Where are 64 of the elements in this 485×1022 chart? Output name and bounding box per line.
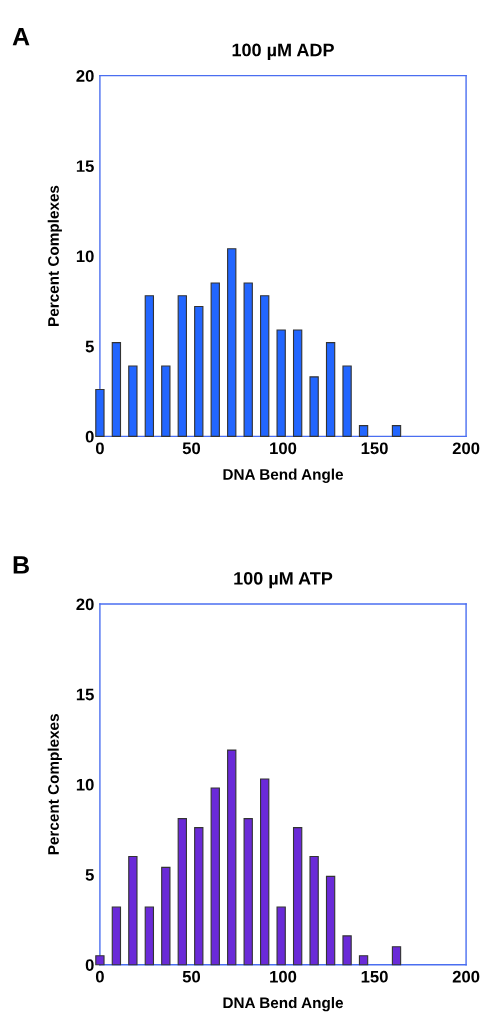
bar — [391, 425, 402, 437]
bar — [144, 906, 155, 966]
bar — [292, 329, 303, 437]
x-tick-label: 0 — [95, 970, 104, 983]
bar — [260, 778, 270, 966]
bar — [309, 855, 319, 966]
x-axis-title: DNA Bend Angle — [223, 468, 344, 483]
x-tick-label: 50 — [182, 970, 201, 983]
text: A — [12, 27, 30, 46]
bar — [243, 282, 253, 437]
y-tick-label: 0 — [85, 959, 94, 971]
bar — [111, 906, 122, 966]
y-axis-title: Percent Complexes — [47, 185, 62, 326]
x-tick-label: 150 — [361, 970, 388, 983]
bar — [325, 342, 336, 437]
bar — [292, 827, 303, 966]
y-tick-label: 5 — [85, 869, 94, 881]
y-tick-label: 5 — [85, 340, 94, 353]
x-tick-label: 100 — [270, 442, 297, 455]
x-tick-label: 50 — [182, 442, 201, 455]
x-tick-label: 200 — [452, 442, 480, 455]
bar — [358, 425, 369, 437]
x-tick-label: 200 — [452, 970, 480, 983]
x-tick-label: 0 — [95, 442, 104, 455]
bar — [391, 946, 402, 966]
bar — [161, 365, 171, 437]
y-tick-label: 0 — [85, 430, 94, 443]
bar — [194, 305, 204, 437]
y-tick-label: 20 — [76, 598, 94, 611]
bar — [342, 365, 352, 437]
bar — [325, 875, 336, 966]
y-tick-label: 10 — [76, 250, 94, 263]
x-tick-label: 150 — [361, 442, 388, 455]
bar — [144, 295, 155, 437]
bar — [95, 388, 105, 437]
bar — [227, 749, 237, 966]
bar — [309, 376, 319, 437]
text: B — [13, 556, 29, 574]
bar — [111, 342, 122, 437]
bar — [210, 282, 220, 437]
bar — [95, 955, 105, 966]
x-axis-title: DNA Bend Angle — [223, 996, 344, 1012]
bar — [243, 818, 253, 966]
x-tick-label: 100 — [270, 970, 297, 983]
bar — [128, 855, 138, 966]
bar — [194, 827, 204, 966]
bar — [276, 906, 286, 966]
bar — [161, 866, 171, 966]
bar — [128, 365, 138, 437]
chart-title: 100 µM ADP — [232, 43, 334, 60]
bar — [227, 248, 237, 437]
chart-title: 100 µM ATP — [234, 571, 333, 589]
bar — [276, 329, 286, 437]
y-tick-label: 15 — [76, 160, 94, 173]
bar — [177, 295, 187, 437]
bar — [342, 935, 352, 966]
y-tick-label: 15 — [76, 688, 94, 701]
y-axis-title: Percent Complexes — [47, 714, 62, 855]
bar — [260, 295, 270, 437]
bar — [358, 955, 369, 966]
bar — [210, 787, 220, 966]
bar — [177, 818, 187, 966]
y-tick-label: 20 — [76, 70, 94, 82]
y-tick-label: 10 — [76, 778, 94, 791]
